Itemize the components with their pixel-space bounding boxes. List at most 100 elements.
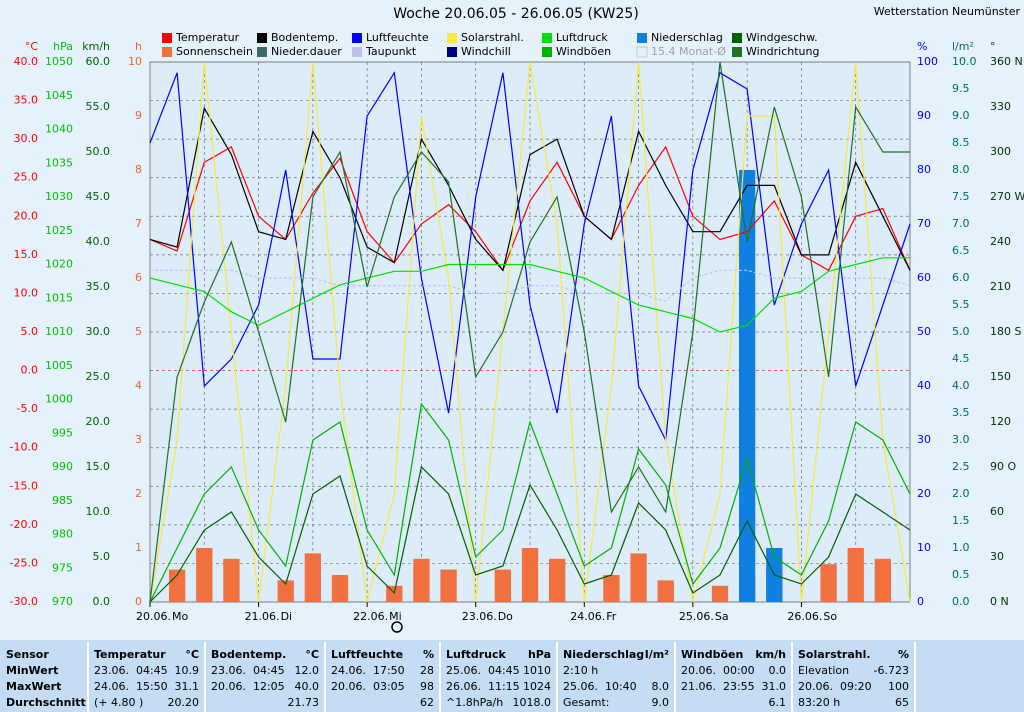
tick-label: 6.5 [952, 244, 970, 257]
tick-label: 0.0 [93, 595, 111, 608]
axis-unit: ° [990, 40, 996, 53]
cell: 20.06. 09:20 [798, 680, 872, 693]
tick-label: 10.0 [14, 286, 39, 299]
tick-label: 50 [917, 325, 931, 338]
cell: 23.06. 04:45 [94, 664, 168, 677]
line [149, 465, 911, 603]
tick-label: 60 [990, 505, 1004, 518]
tick-label: 15.0 [14, 248, 39, 261]
cell: 31.0 [762, 680, 787, 693]
tick-label: 80 [917, 163, 931, 176]
legend-swatch [162, 33, 172, 43]
tick-label: 995 [52, 426, 73, 439]
legend-label: Luftfeuchte [366, 31, 429, 44]
cell: 8.0 [652, 680, 670, 693]
axis-unit: km/h [82, 40, 110, 53]
col-unit: l/m² [645, 648, 669, 661]
tick-label: 300 [990, 145, 1011, 158]
x-tick-label: 22.06. [353, 610, 388, 623]
col-unit: hPa [528, 648, 551, 661]
weekday-label: Do [498, 610, 513, 623]
table-bg [0, 640, 1024, 712]
tick-label: 70 [917, 217, 931, 230]
bar [874, 558, 891, 602]
tick-label: 25.0 [86, 370, 111, 383]
cell: 31.1 [175, 680, 200, 693]
x-tick-label: 25.06. [679, 610, 714, 623]
line [149, 106, 911, 272]
tick-label: 980 [52, 528, 73, 541]
bar [494, 569, 511, 602]
tick-label: -5.0 [17, 402, 38, 415]
cell: 26.06. 11:15 [446, 680, 520, 693]
cell: 1010 [523, 664, 551, 677]
cell: 23.06. 04:45 [211, 664, 285, 677]
tick-label: 1030 [45, 190, 73, 203]
tick-label: 30.0 [86, 325, 111, 338]
bar [277, 580, 294, 602]
line [149, 61, 910, 603]
tick-label: 990 [52, 460, 73, 473]
tick-label: 40.0 [14, 55, 39, 68]
cell: Gesamt: [563, 696, 610, 709]
tick-label: 4 [135, 379, 142, 392]
tick-label: 985 [52, 494, 73, 507]
bar [413, 558, 430, 602]
tick-label: 90 O [990, 460, 1016, 473]
legend-swatch [162, 47, 172, 57]
bar [304, 553, 321, 602]
legend-swatch [447, 47, 457, 57]
tick-label: 330 [990, 100, 1011, 113]
cell: 12.0 [295, 664, 320, 677]
tick-label: 40.0 [86, 235, 111, 248]
col-name: Luftfeuchte [331, 648, 403, 661]
tick-label: 8.0 [952, 163, 970, 176]
cell: 65 [895, 696, 909, 709]
tick-label: 55.0 [86, 100, 111, 113]
tick-label: 8 [135, 163, 142, 176]
tick-label: 0 [135, 595, 142, 608]
tick-label: 5.0 [93, 550, 111, 563]
legend-swatch [352, 47, 362, 57]
legend-label: Niederschlag [651, 31, 723, 44]
x-tick-label: 21.06. [245, 610, 280, 623]
row-label: MaxWert [6, 680, 61, 693]
tick-label: 5 [135, 325, 142, 338]
axis-unit: % [917, 40, 927, 53]
legend-swatch [257, 33, 267, 43]
station-name: Wetterstation Neumünster [874, 5, 1021, 18]
tick-label: 4.0 [952, 379, 970, 392]
bar [223, 558, 240, 602]
tick-label: 5.0 [952, 325, 970, 338]
cell: ^1.8hPa/h [446, 696, 503, 709]
tick-label: 9.0 [952, 109, 970, 122]
tick-label: 100 [917, 55, 938, 68]
cell: 9.0 [652, 696, 670, 709]
tick-label: 150 [990, 370, 1011, 383]
tick-label: 1.5 [952, 514, 970, 527]
bar [331, 575, 349, 602]
tick-label: 30.0 [14, 132, 39, 145]
row-label: Sensor [6, 648, 49, 661]
tick-label: 5.5 [952, 298, 970, 311]
tick-label: 6.0 [952, 271, 970, 284]
col-name: Solarstrahl. [798, 648, 871, 661]
line [149, 257, 910, 333]
cell: 83:20 h [798, 696, 840, 709]
axis-unit: h [135, 40, 142, 53]
legend-swatch [637, 33, 647, 43]
tick-label: 240 [990, 235, 1011, 248]
tick-label: 7 [135, 217, 142, 230]
tick-label: 1045 [45, 89, 73, 102]
tick-label: 15.0 [86, 460, 111, 473]
cell: 6.1 [769, 696, 787, 709]
bar [657, 580, 674, 602]
legend-label: Nieder.dauer [271, 45, 342, 58]
tick-label: 3.5 [952, 406, 970, 419]
legend-label: Windrichtung [746, 45, 819, 58]
tick-label: 3 [135, 433, 142, 446]
tick-label: 60 [917, 271, 931, 284]
tick-label: 970 [52, 595, 73, 608]
tick-label: 1.0 [952, 541, 970, 554]
